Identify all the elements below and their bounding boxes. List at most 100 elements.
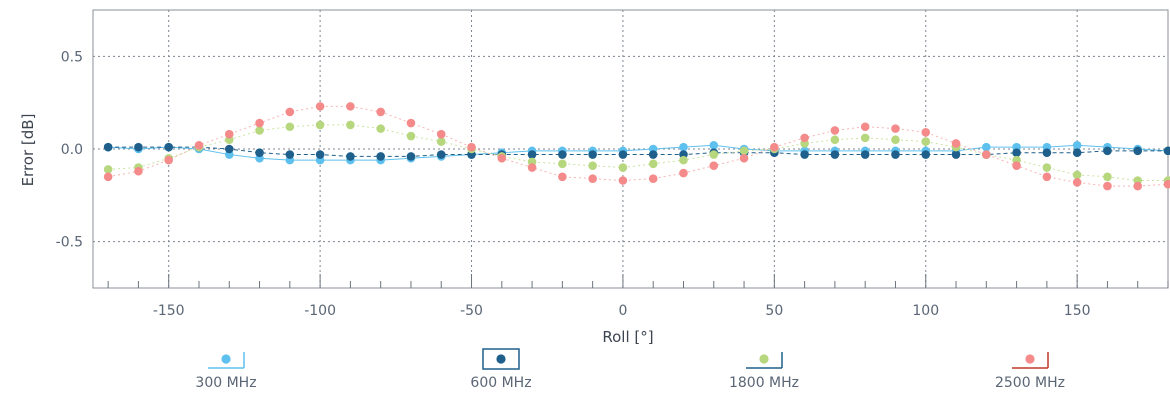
data-point <box>739 153 749 163</box>
data-point <box>436 129 446 139</box>
x-tick-label: -100 <box>304 303 336 319</box>
data-point <box>982 142 991 152</box>
data-point <box>1072 140 1082 150</box>
data-point <box>224 144 234 154</box>
data-point <box>709 140 719 150</box>
data-point <box>376 107 385 117</box>
data-point <box>588 174 597 183</box>
data-point <box>406 152 416 161</box>
x-tick-label: 0 <box>618 303 627 319</box>
data-point <box>618 163 628 172</box>
data-point <box>527 163 537 172</box>
legend-bracket <box>1012 352 1049 369</box>
legend-item: 1800 MHz <box>729 352 799 391</box>
series-2500-mhz <box>103 102 1170 191</box>
data-point <box>103 142 113 152</box>
data-point <box>134 142 143 152</box>
legend-item: 2500 MHz <box>995 352 1065 391</box>
data-point <box>648 159 658 169</box>
data-point <box>982 150 991 159</box>
data-point <box>164 142 174 152</box>
data-point <box>224 129 234 139</box>
data-point <box>558 159 567 169</box>
data-point <box>406 118 416 128</box>
data-point <box>800 150 809 159</box>
data-point <box>194 140 204 150</box>
series-layer <box>103 102 1170 191</box>
data-point <box>860 122 870 132</box>
data-point <box>891 124 900 133</box>
data-point <box>315 120 325 130</box>
legend-bracket <box>746 352 783 369</box>
data-point <box>346 102 355 111</box>
series-line <box>108 144 1169 161</box>
data-point <box>679 142 688 152</box>
data-point <box>860 150 870 159</box>
legend-bracket <box>208 352 245 369</box>
data-point <box>1072 148 1082 158</box>
data-point <box>1042 148 1052 158</box>
series-line <box>108 105 1169 187</box>
data-point <box>709 150 719 159</box>
data-point <box>830 135 840 145</box>
data-point <box>285 122 295 132</box>
data-point <box>891 135 900 145</box>
legend-marker <box>496 354 506 364</box>
data-point <box>739 146 749 156</box>
legend-marker <box>759 354 769 364</box>
data-point <box>285 150 295 159</box>
data-point <box>1103 146 1112 156</box>
y-tick-label: -0.5 <box>56 235 83 251</box>
data-point <box>497 153 507 163</box>
data-point <box>103 165 113 174</box>
x-tick-label: 100 <box>912 303 939 319</box>
legend-label: 600 MHz <box>470 375 531 391</box>
legend-item: 600 MHz <box>470 348 532 391</box>
data-point <box>346 152 355 161</box>
data-point <box>255 148 264 158</box>
data-point <box>103 172 113 182</box>
data-point <box>618 176 628 185</box>
data-point <box>679 155 688 165</box>
data-point <box>164 155 174 165</box>
data-point <box>1103 181 1112 191</box>
data-point <box>315 150 325 159</box>
y-tick-label: 0.0 <box>61 142 83 158</box>
data-point <box>558 172 567 182</box>
data-point <box>648 174 658 183</box>
data-point <box>1072 178 1082 187</box>
data-point <box>315 102 325 111</box>
data-point <box>860 133 870 143</box>
data-point <box>406 131 416 141</box>
x-tick-label: -150 <box>153 303 185 319</box>
series-line <box>108 146 1168 157</box>
data-point <box>618 150 628 159</box>
legend-label: 1800 MHz <box>729 375 799 391</box>
x-tick-label: 150 <box>1064 303 1091 319</box>
data-point <box>134 166 143 176</box>
data-point <box>527 150 537 159</box>
y-axis-title: Error [dB] <box>19 114 37 187</box>
data-point <box>346 120 355 130</box>
legend-label: 300 MHz <box>195 375 256 391</box>
data-point <box>436 137 446 146</box>
data-point <box>467 142 476 152</box>
data-point <box>1012 148 1021 158</box>
legend-marker <box>1025 354 1035 364</box>
data-point <box>921 150 931 159</box>
data-point <box>1042 163 1052 172</box>
data-point <box>376 152 385 161</box>
data-point <box>830 150 840 159</box>
x-tick-label: -50 <box>460 303 483 319</box>
data-point <box>588 150 597 159</box>
data-point <box>830 126 840 135</box>
data-point <box>709 161 719 170</box>
data-point <box>770 142 779 152</box>
legend-item: 300 MHz <box>195 352 257 391</box>
data-point <box>1133 146 1143 156</box>
x-axis-ticks: -150 -100 -50 0 50 100 150 <box>107 274 1169 319</box>
data-point <box>951 139 961 148</box>
data-point <box>376 124 385 133</box>
data-point <box>921 128 931 137</box>
